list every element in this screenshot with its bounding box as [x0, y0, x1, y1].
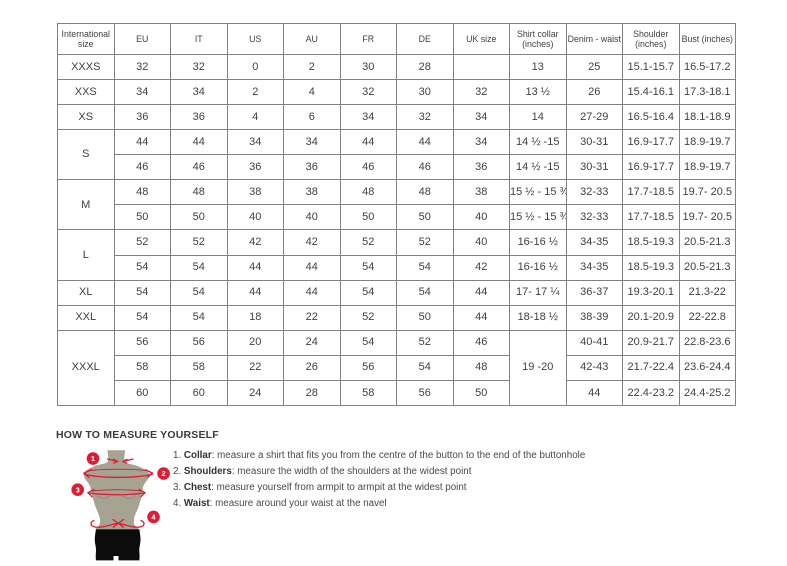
svg-text:3: 3: [76, 485, 80, 494]
svg-text:2: 2: [162, 469, 166, 478]
svg-text:1: 1: [91, 454, 95, 463]
